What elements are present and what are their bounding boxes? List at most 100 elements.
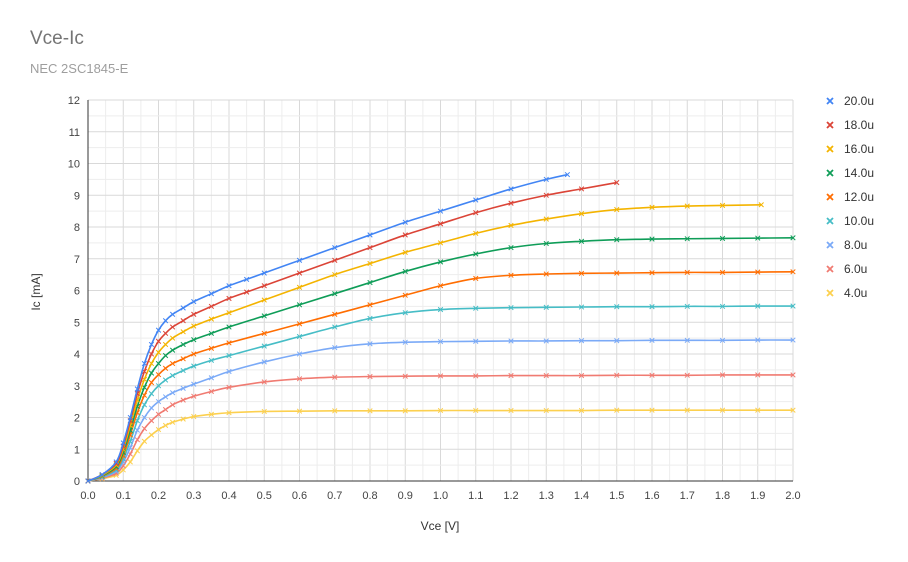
legend-item[interactable]: 6.0u — [826, 262, 867, 276]
data-point — [473, 210, 479, 216]
data-point — [684, 337, 690, 344]
data-point — [649, 372, 655, 378]
data-point — [790, 337, 796, 343]
data-point — [437, 259, 444, 265]
legend-item[interactable]: 8.0u — [826, 238, 867, 252]
y-tick-label: 3 — [74, 381, 80, 393]
data-point — [614, 338, 620, 344]
data-point — [402, 339, 408, 345]
data-point — [758, 202, 764, 208]
data-point — [473, 251, 479, 257]
data-point — [180, 397, 186, 403]
legend-item[interactable]: 20.0u — [826, 94, 874, 108]
data-point — [296, 333, 303, 340]
legend-item[interactable]: 16.0u — [826, 142, 874, 156]
data-point — [543, 271, 549, 277]
data-point — [261, 297, 267, 303]
y-tick-label: 7 — [74, 254, 80, 266]
data-point — [127, 414, 133, 421]
data-point — [755, 337, 761, 343]
data-point — [649, 236, 655, 242]
data-point — [162, 341, 169, 348]
chart-title: Vce-Ic — [30, 28, 84, 49]
data-point — [148, 360, 155, 367]
data-point — [162, 318, 169, 324]
data-point — [141, 414, 148, 421]
data-point — [402, 292, 408, 298]
data-point — [148, 370, 155, 376]
data-point — [437, 208, 444, 214]
legend-marker — [826, 145, 834, 153]
data-point — [578, 372, 585, 379]
data-point — [261, 330, 267, 337]
series-10.0u — [85, 303, 796, 484]
data-point — [649, 304, 655, 310]
data-point — [508, 407, 514, 414]
data-point — [332, 271, 338, 278]
data-point — [296, 376, 303, 382]
legend: 20.0u 18.0u 16.0u 14.0u 12.0u 10.0u 8.0u 6.0u 4.… — [826, 94, 874, 300]
data-point — [614, 179, 620, 186]
data-point — [402, 268, 408, 275]
data-point — [508, 338, 514, 344]
data-point — [169, 419, 176, 425]
data-point — [180, 305, 186, 311]
data-point — [226, 410, 232, 416]
data-point — [578, 304, 585, 310]
data-point — [261, 359, 267, 365]
data-point — [402, 408, 408, 414]
data-point — [226, 310, 232, 316]
legend-marker — [826, 265, 834, 273]
legend-label: 8.0u — [844, 238, 867, 252]
legend-item[interactable]: 10.0u — [826, 214, 874, 228]
series-12.0u — [85, 269, 796, 484]
data-point — [649, 204, 655, 210]
data-point — [508, 186, 514, 192]
legend-item[interactable]: 4.0u — [826, 286, 867, 300]
legend-label: 6.0u — [844, 262, 867, 276]
data-point — [134, 386, 141, 392]
legend-item[interactable]: 18.0u — [826, 118, 874, 132]
data-point — [191, 381, 197, 387]
data-point — [155, 371, 162, 378]
data-point — [180, 341, 186, 348]
data-point — [134, 448, 141, 454]
data-point — [367, 260, 373, 267]
y-tick-label: 0 — [74, 476, 80, 488]
y-axis-label: Ic [mA] — [29, 273, 43, 310]
data-point — [578, 186, 585, 192]
legend-item[interactable]: 12.0u — [826, 190, 874, 204]
data-point — [543, 338, 549, 344]
x-tick-label: 1.2 — [503, 490, 518, 502]
data-point — [208, 388, 215, 395]
data-point — [127, 459, 133, 465]
data-point — [578, 211, 585, 217]
data-point — [85, 478, 91, 484]
data-point — [162, 406, 169, 413]
data-point — [367, 408, 373, 414]
data-point — [684, 407, 690, 413]
data-point — [614, 304, 620, 310]
data-point — [208, 330, 215, 337]
x-tick-label: 0.3 — [186, 490, 201, 502]
data-point — [402, 310, 408, 316]
data-point — [543, 304, 549, 310]
x-tick-label: 1.7 — [680, 490, 695, 502]
data-point — [437, 240, 444, 246]
data-point — [402, 232, 408, 238]
data-point — [155, 338, 162, 344]
series-line — [87, 203, 762, 482]
data-point — [755, 407, 761, 413]
tick-labels: 0.0 0.1 0.2 0.3 0.4 0.5 0.6 0.7 0.8 0.9 1.0 1.1 1.2 1… — [68, 95, 801, 502]
x-tick-label: 2.0 — [785, 490, 800, 502]
data-point — [719, 337, 726, 344]
legend-item[interactable]: 14.0u — [826, 166, 874, 180]
data-point — [141, 425, 148, 432]
data-point — [790, 372, 796, 378]
data-point — [134, 437, 141, 443]
data-point — [332, 344, 338, 351]
data-point — [296, 408, 303, 414]
data-point — [543, 240, 549, 247]
data-point — [473, 407, 479, 414]
